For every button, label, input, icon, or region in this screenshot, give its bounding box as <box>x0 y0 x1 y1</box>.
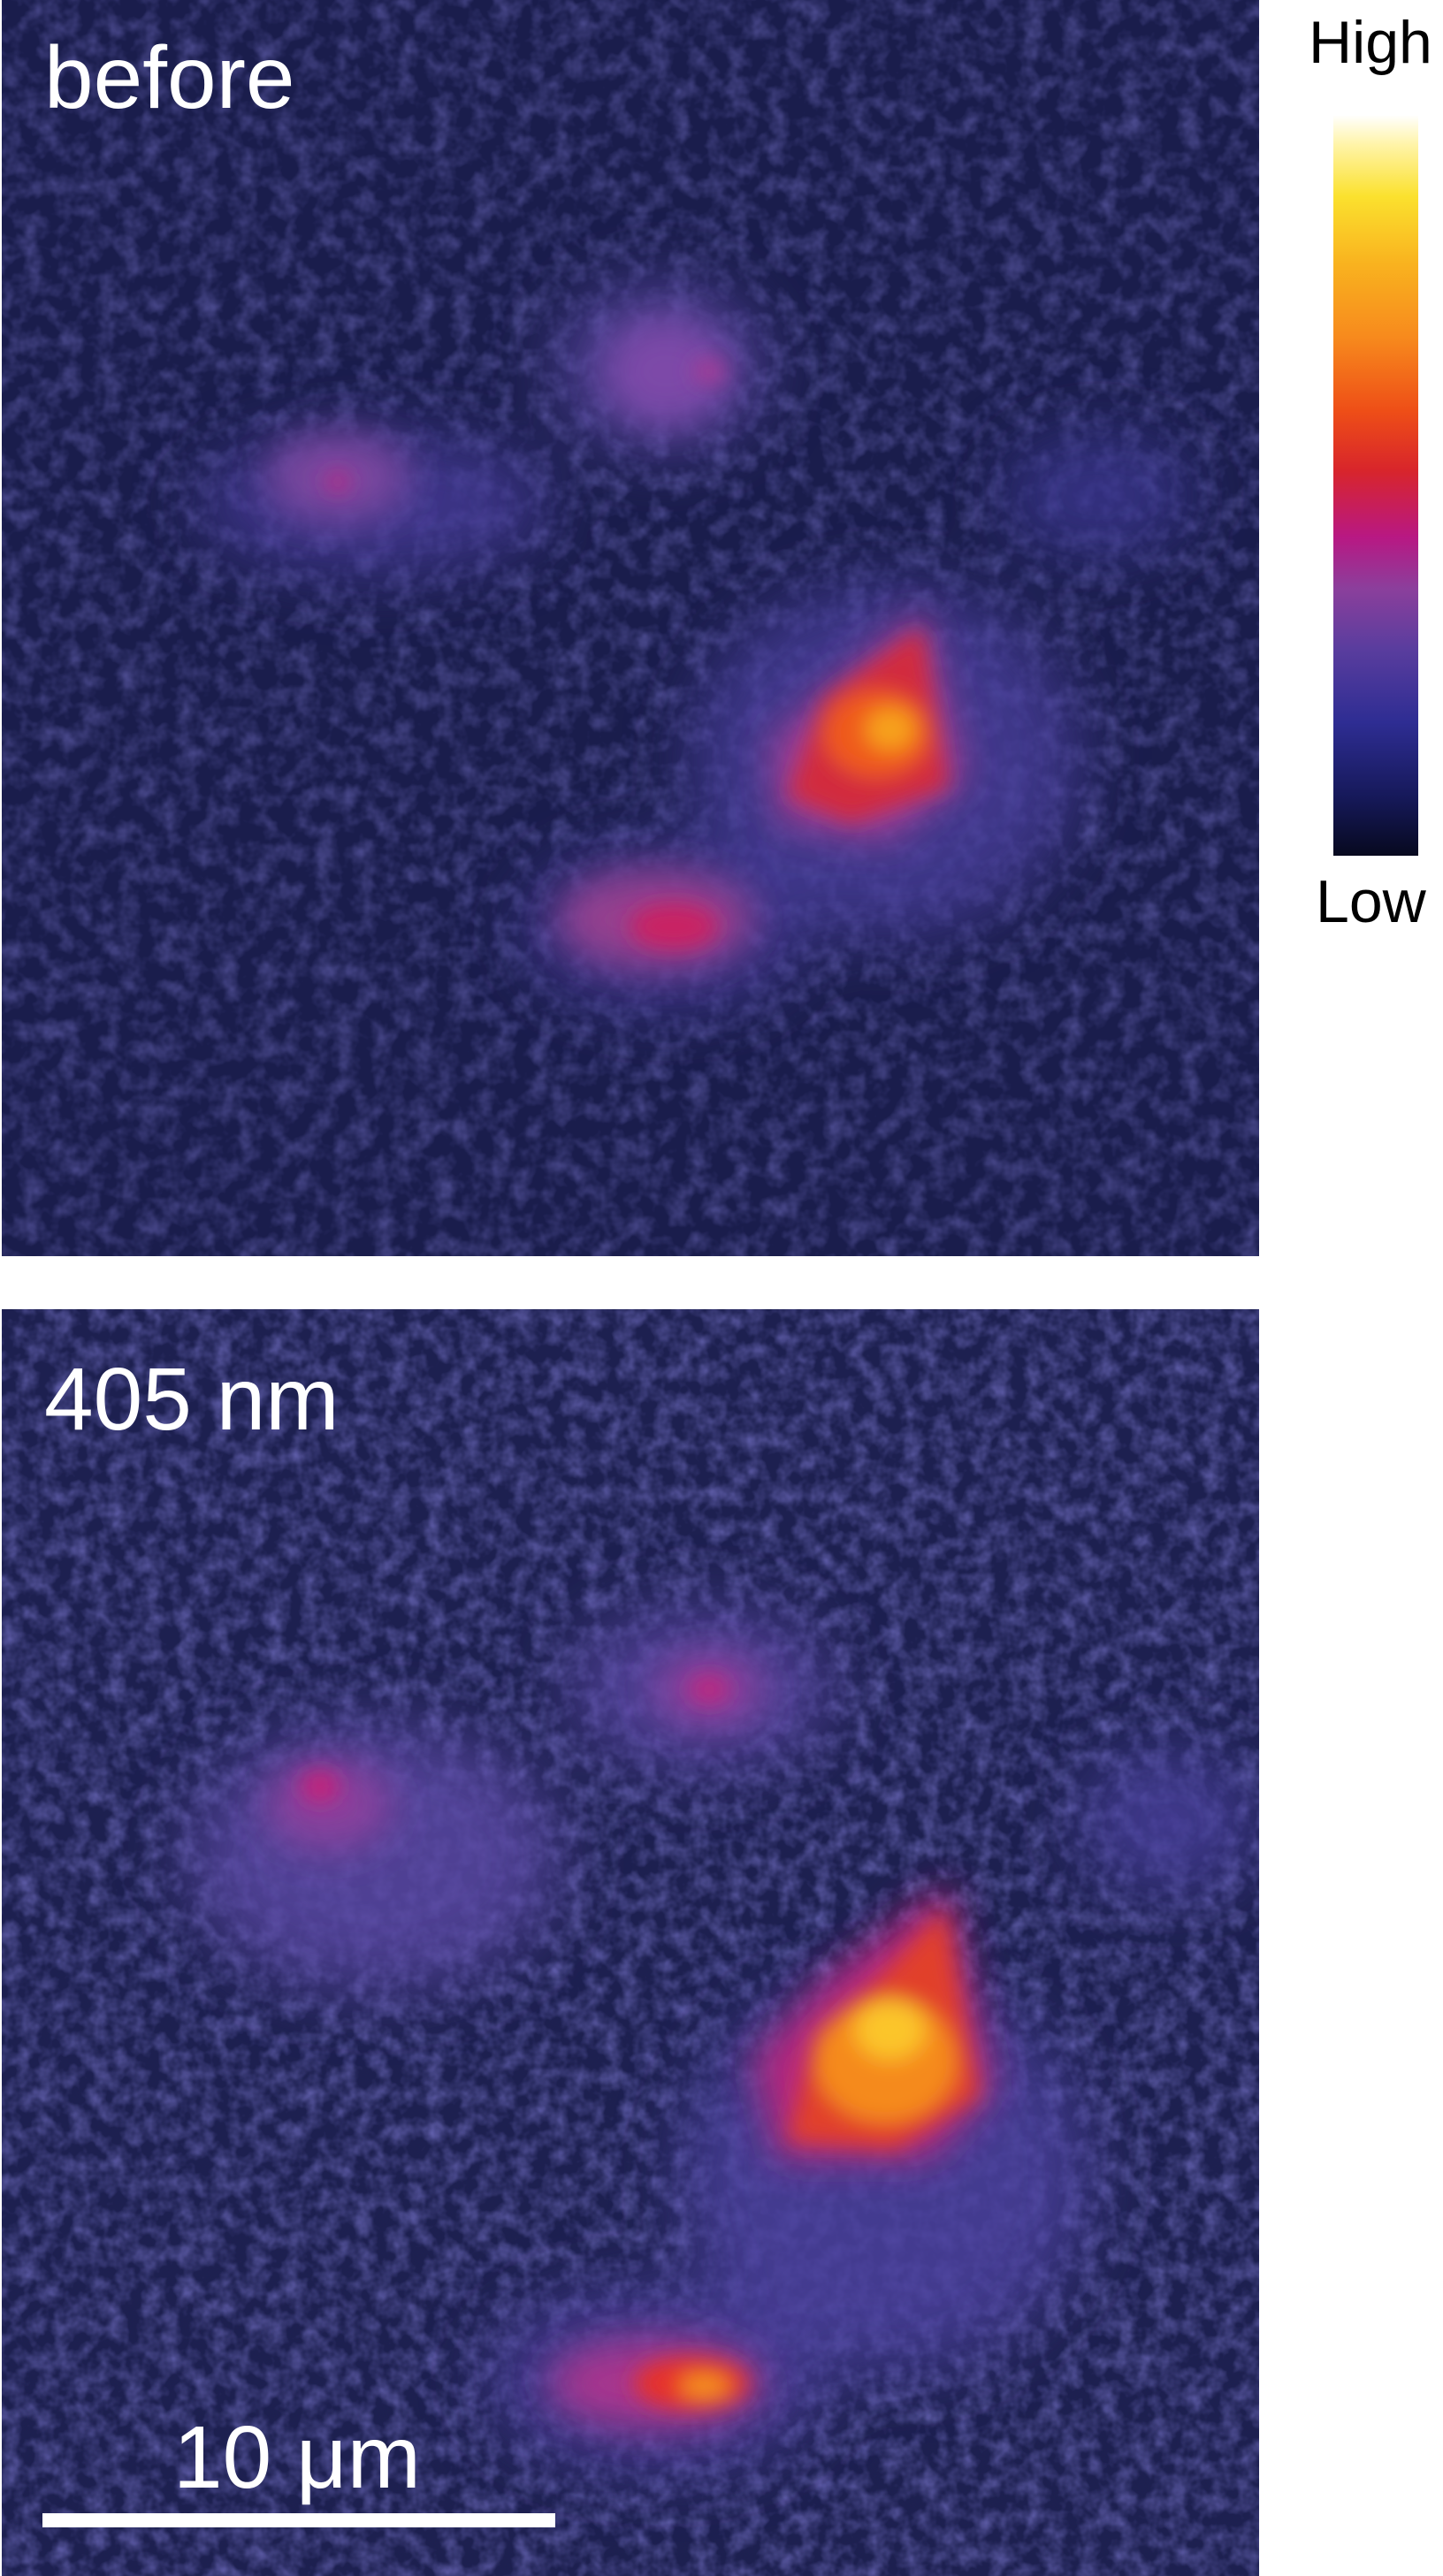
fluorescence-image-before-graphic <box>2 0 1259 1256</box>
colorbar <box>1333 115 1418 856</box>
scalebar-line <box>42 2513 555 2527</box>
panel-label-405nm: 405 nm <box>44 1350 340 1449</box>
colorbar-high-label: High <box>1309 9 1432 76</box>
fluorescence-image-before: before <box>2 0 1259 1256</box>
scalebar-label: 10 μm <box>173 2408 421 2507</box>
fluorescence-image-405nm-graphic <box>2 1309 1259 2576</box>
colorbar-low-label: Low <box>1316 868 1426 935</box>
panel-label-before: before <box>44 28 295 127</box>
fluorescence-image-405nm: 405 nm <box>2 1309 1259 2576</box>
